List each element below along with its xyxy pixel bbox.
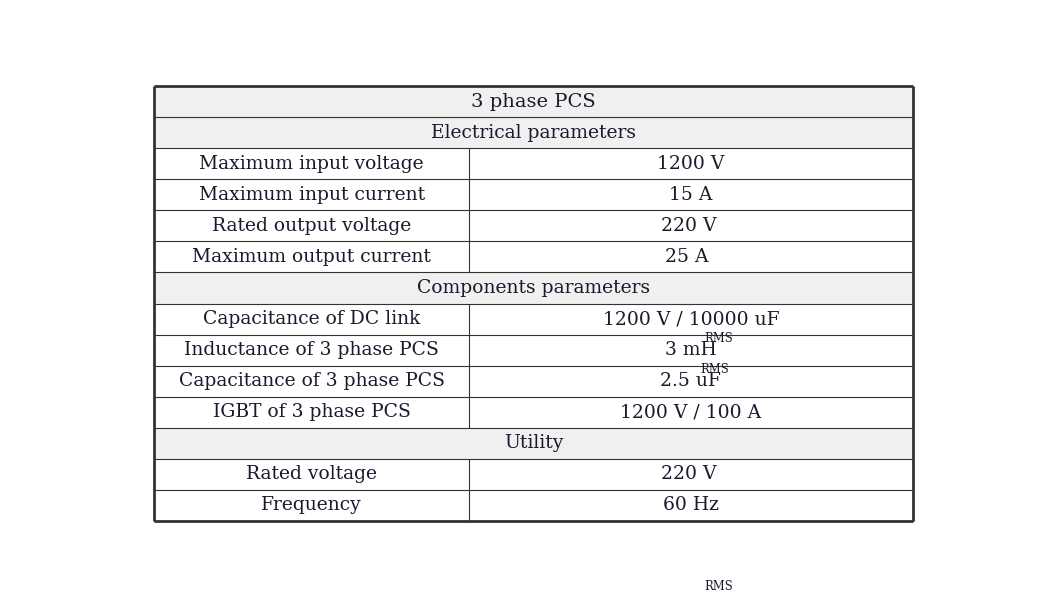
Bar	[469, 148, 913, 179]
Bar	[469, 365, 913, 397]
Bar	[154, 179, 469, 210]
Bar	[154, 490, 469, 521]
Text: Frequency: Frequency	[261, 496, 362, 514]
Text: 220 V: 220 V	[661, 217, 716, 235]
Bar	[154, 86, 913, 117]
Text: 3 mH: 3 mH	[665, 341, 717, 359]
Bar	[469, 490, 913, 521]
Bar	[154, 242, 469, 272]
Bar	[469, 459, 913, 490]
Bar	[469, 179, 913, 210]
Bar	[469, 210, 913, 242]
Text: IGBT of 3 phase PCS: IGBT of 3 phase PCS	[212, 403, 410, 421]
Text: Capacitance of 3 phase PCS: Capacitance of 3 phase PCS	[179, 372, 445, 390]
Bar	[154, 397, 469, 428]
Text: Capacitance of DC link: Capacitance of DC link	[203, 310, 421, 328]
Bar	[154, 365, 469, 397]
Text: 15 A: 15 A	[669, 186, 712, 204]
Text: RMS: RMS	[705, 332, 733, 345]
Text: Rated output voltage: Rated output voltage	[212, 217, 411, 235]
Bar	[469, 304, 913, 335]
Bar	[154, 272, 913, 304]
Bar	[154, 335, 469, 365]
Bar	[469, 242, 913, 272]
Bar	[469, 335, 913, 365]
Text: Components parameters: Components parameters	[417, 279, 650, 297]
Text: Utility: Utility	[504, 435, 563, 453]
Bar	[154, 117, 913, 148]
Text: RMS: RMS	[705, 581, 733, 593]
Text: Inductance of 3 phase PCS: Inductance of 3 phase PCS	[184, 341, 439, 359]
Text: Rated voltage: Rated voltage	[246, 465, 377, 483]
Bar	[154, 428, 913, 459]
Bar	[154, 304, 469, 335]
Text: RMS: RMS	[701, 363, 729, 376]
Text: Maximum input voltage: Maximum input voltage	[200, 154, 424, 172]
Text: 220 V: 220 V	[661, 465, 716, 483]
Text: Maximum output current: Maximum output current	[193, 248, 431, 266]
Text: 1200 V / 100 A: 1200 V / 100 A	[620, 403, 761, 421]
Text: Maximum input current: Maximum input current	[199, 186, 425, 204]
Text: 3 phase PCS: 3 phase PCS	[472, 93, 595, 111]
Bar	[154, 459, 469, 490]
Text: 1200 V / 10000 uF: 1200 V / 10000 uF	[603, 310, 779, 328]
Bar	[469, 397, 913, 428]
Text: 60 Hz: 60 Hz	[663, 496, 719, 514]
Text: Electrical parameters: Electrical parameters	[431, 124, 636, 142]
Text: 1200 V: 1200 V	[657, 154, 725, 172]
Bar	[154, 148, 469, 179]
Bar	[154, 210, 469, 242]
Text: 2.5 uF: 2.5 uF	[660, 372, 721, 390]
Text: 25 A: 25 A	[665, 248, 709, 266]
